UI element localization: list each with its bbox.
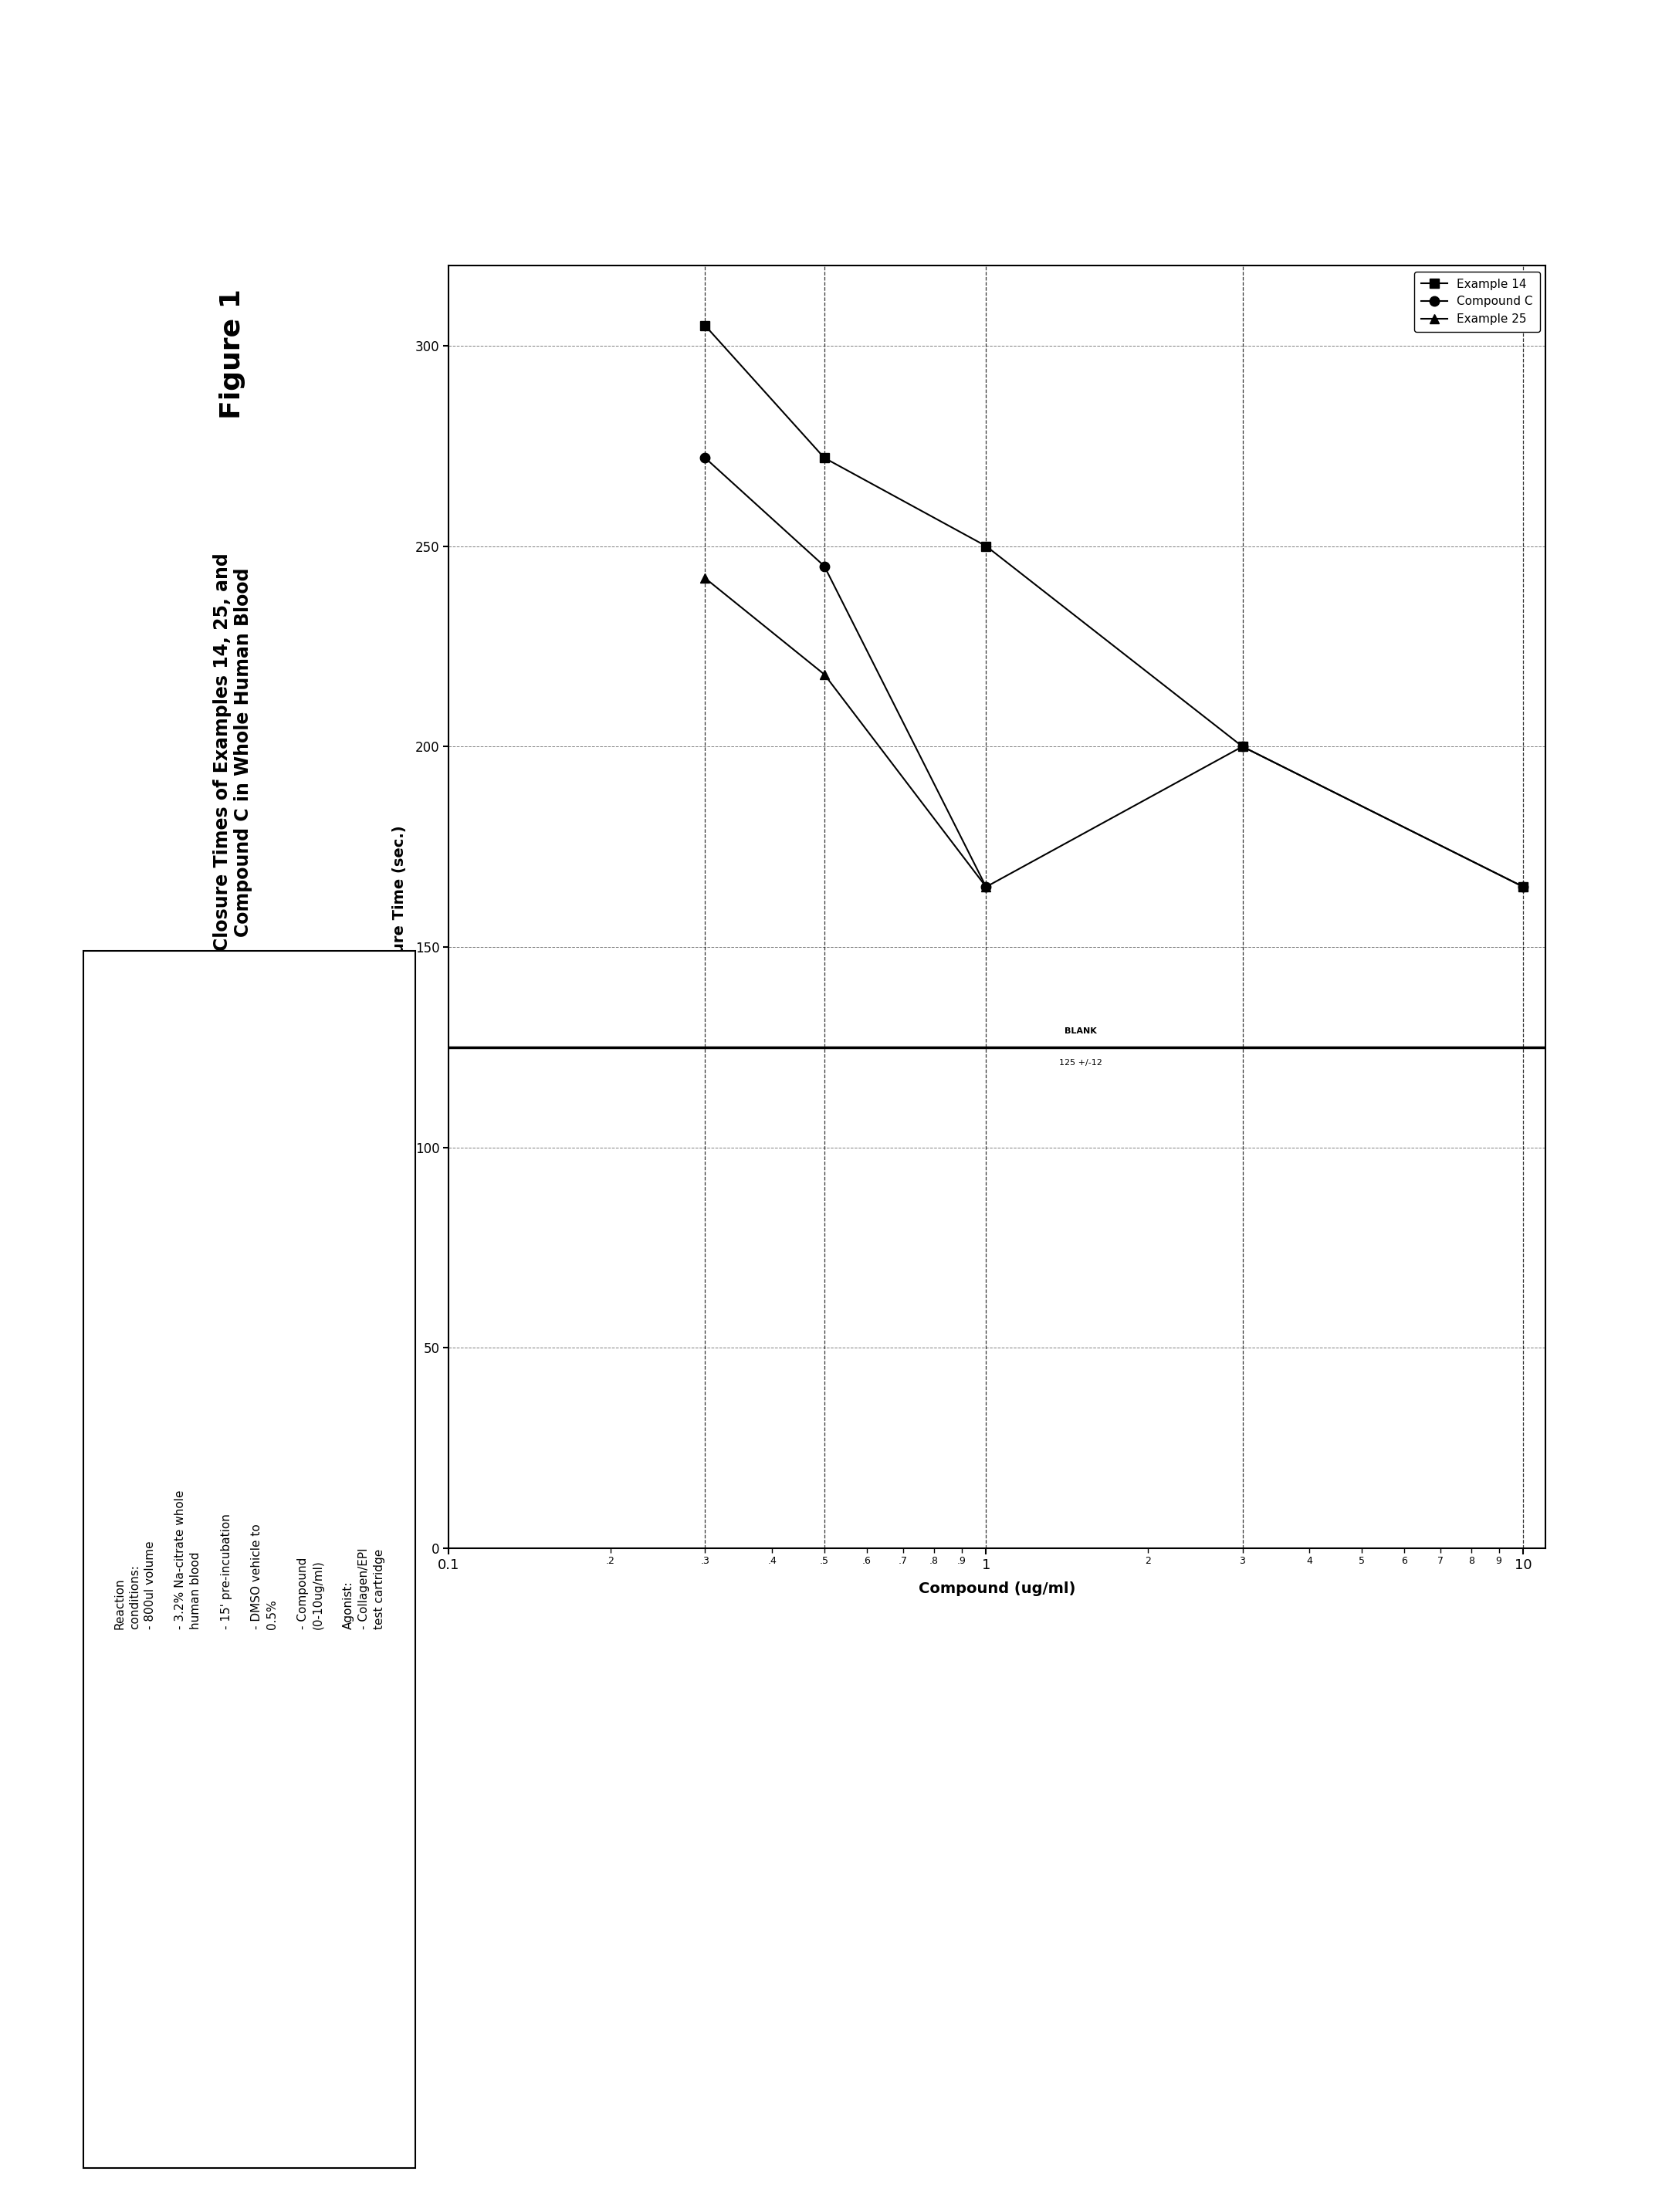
Example 14 <box>1514 874 1534 900</box>
Y-axis label: Closure Time (sec.): Closure Time (sec.) <box>392 825 407 989</box>
Example 25 <box>695 564 715 591</box>
Compound C <box>1514 874 1534 900</box>
Text: 125 +/-12: 125 +/-12 <box>1059 1060 1102 1066</box>
Compound C <box>814 553 834 580</box>
X-axis label: Compound (ug/ml): Compound (ug/ml) <box>919 1582 1075 1595</box>
Compound C <box>695 445 715 471</box>
Line: Example 14: Example 14 <box>700 321 1529 891</box>
Text: Closure Times of Examples 14, 25, and
Compound C in Whole Human Blood: Closure Times of Examples 14, 25, and Co… <box>213 553 253 951</box>
Legend: Example 14, Compound C, Example 25: Example 14, Compound C, Example 25 <box>1414 272 1539 332</box>
Example 14 <box>1233 734 1253 761</box>
Example 14 <box>976 533 996 560</box>
Compound C <box>1233 734 1253 761</box>
Example 14 <box>695 312 715 338</box>
Compound C <box>976 874 996 900</box>
Line: Compound C: Compound C <box>700 453 1529 891</box>
Text: Figure 1: Figure 1 <box>219 290 246 418</box>
Text: BLANK: BLANK <box>1065 1029 1097 1035</box>
Example 25 <box>814 661 834 688</box>
Example 14 <box>814 445 834 471</box>
Text: Reaction
conditions:
- 800ul volume

- 3.2% Na-citrate whole
human blood

- 15' : Reaction conditions: - 800ul volume - 3.… <box>113 1491 386 1628</box>
Line: Example 25: Example 25 <box>700 573 991 891</box>
Example 25 <box>976 874 996 900</box>
